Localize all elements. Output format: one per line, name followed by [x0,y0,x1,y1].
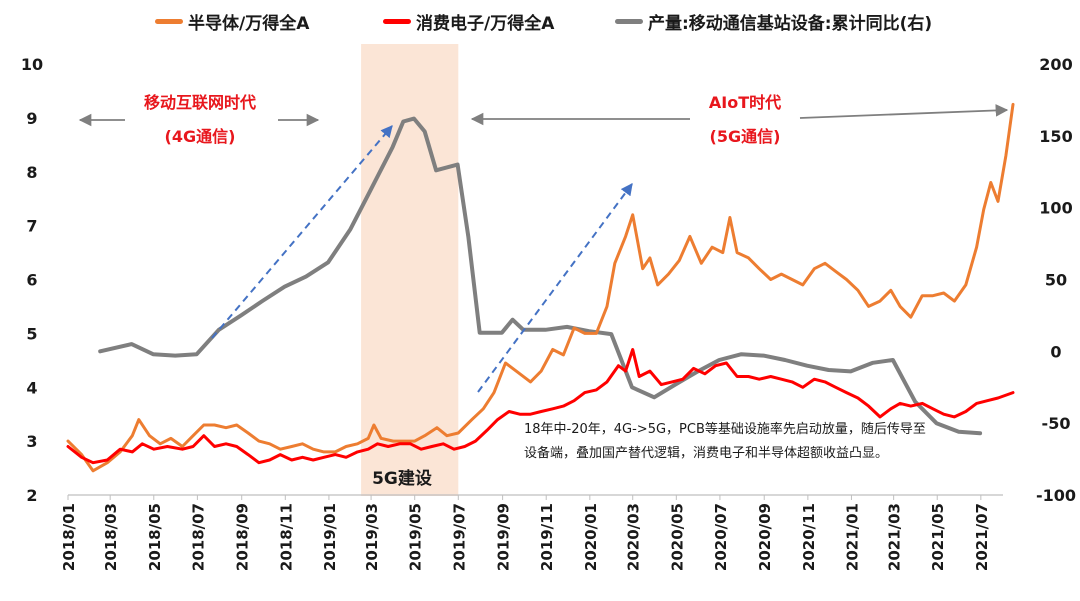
x-tick-label: 2021/07 [973,503,991,571]
series-base-station-line [98,116,983,436]
x-tick-label: 2018/07 [189,503,207,571]
x-tick-label: 2020/09 [756,503,774,571]
y-left-tick-label: 4 [26,378,37,397]
x-tick-label: 2019/09 [495,503,513,571]
era-right-title: AIoT时代 [709,93,781,112]
trend-arrow-4g [211,125,393,339]
y-right-tick-label: 200 [1039,55,1072,74]
x-tick-label: 2018/03 [102,503,120,571]
legend-swatch-consumer-electronics [383,18,411,24]
y-right-tick-label: 150 [1039,127,1072,146]
y-left-tick-label: 6 [26,271,37,290]
shade-label: 5G建设 [372,468,432,489]
y-right-tick-label: -50 [1042,414,1071,433]
era-left-title: 移动互联网时代 [144,93,256,112]
x-tick-label: 2019/11 [538,503,556,571]
legend-consumer-electronics: 消费电子/万得全A [383,8,554,34]
y-left-tick-label: 5 [26,324,37,343]
y-right-tick-label: 0 [1050,342,1061,361]
x-tick-label: 2020/07 [712,503,730,571]
y-left-tick-label: 8 [26,163,37,182]
x-tick-label: 2018/11 [277,503,295,571]
x-tick-label: 2020/03 [625,503,643,571]
y-right-tick-label: 50 [1045,271,1067,290]
legend-label-base-station: 产量:移动通信基站设备:累计同比(右) [648,13,933,34]
series-consumer-electronics-line [66,348,1015,465]
y-left-tick-label: 7 [26,217,37,236]
legend-swatch-semiconductor [155,18,183,24]
era-left-subtitle: (4G通信) [165,127,236,146]
x-tick-label: 2018/09 [234,503,252,571]
y-right-tick-label: 100 [1039,199,1072,218]
x-tick-label: 2021/03 [886,503,904,571]
note-text: 18年中-20年，4G->5G，PCB等基础设施率先启动放量，随后传导至设备端，… [524,422,926,461]
era-right-arrow-right [799,104,1009,119]
x-tick-label: 2018/01 [60,503,78,571]
series-semiconductor-line [66,102,1015,473]
x-tick-label: 2019/01 [321,503,339,571]
x-tick-label: 2021/01 [843,503,861,571]
legend-label-semiconductor: 半导体/万得全A [188,13,310,34]
legend-semiconductor: 半导体/万得全A [155,8,309,34]
x-tick-label: 2019/07 [450,503,468,571]
legend-base-station: 产量:移动通信基站设备:累计同比(右) [615,8,932,34]
legend-swatch-base-station [615,18,643,24]
legend-label-consumer-electronics: 消费电子/万得全A [416,13,555,34]
y-left-tick-label: 10 [21,55,43,74]
x-tick-label: 2020/05 [668,503,686,571]
x-tick-label: 2020/11 [800,503,818,571]
y-left-tick-label: 3 [26,432,37,451]
x-tick-label: 2021/05 [929,503,947,571]
y-right-tick-label: -100 [1036,486,1076,505]
x-tick-label: 2018/05 [146,503,164,571]
x-tick-label: 2019/03 [363,503,381,571]
y-left-tick-label: 9 [26,109,37,128]
y-left-tick-label: 2 [26,486,37,505]
x-tick-label: 2019/05 [407,503,425,571]
era-right-subtitle: (5G通信) [710,127,781,146]
x-tick-label: 2020/01 [582,503,600,571]
